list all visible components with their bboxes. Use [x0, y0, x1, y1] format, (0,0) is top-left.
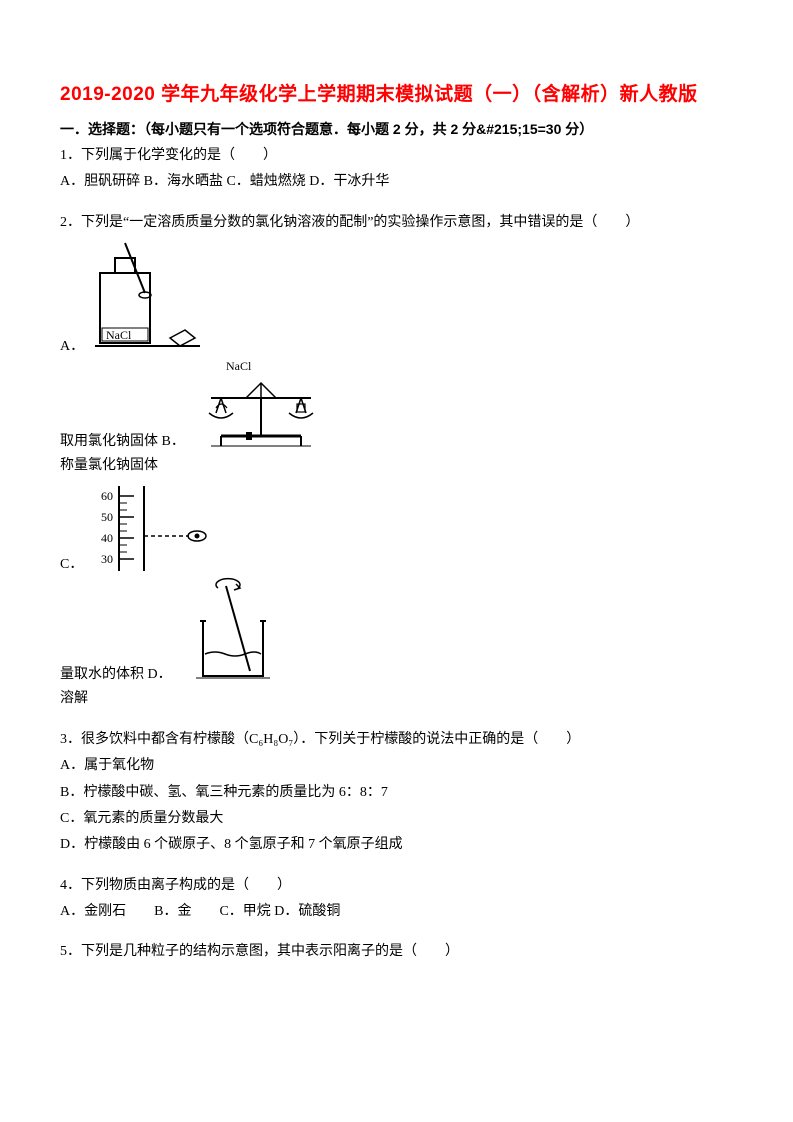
- question-2-figure-a-row: A． NaCl: [60, 238, 733, 358]
- question-2-figure-d-row: 量取水的体积 D．: [60, 576, 733, 686]
- bottle-label: NaCl: [106, 328, 132, 342]
- question-2-caption-a-line2: 称量氯化钠固体: [60, 455, 733, 477]
- cylinder-mark-50: 50: [101, 510, 113, 524]
- cylinder-mark-40: 40: [101, 531, 113, 545]
- cylinder-mark-60: 60: [101, 489, 113, 503]
- bottle-icon: NaCl: [90, 238, 220, 358]
- question-3-opt-c: C．氧元素的质量分数最大: [60, 808, 733, 830]
- question-5: 5．下列是几种粒子的结构示意图，其中表示阳离子的是（ ）: [60, 941, 733, 963]
- question-3-opt-d: D．柠檬酸由 6 个碳原子、8 个氢原子和 7 个氧原子组成: [60, 834, 733, 856]
- balance-icon: NaCl: [191, 358, 331, 453]
- cylinder-mark-30: 30: [101, 552, 113, 566]
- question-4: 4．下列物质由离子构成的是（ ） A．金刚石 B．金 C．甲烷 D．硫酸铜: [60, 875, 733, 924]
- section-1-header: 一．选择题：（每小题只有一个选项符合题意．每小题 2 分，共 2 分&#215;…: [60, 118, 733, 140]
- question-5-stem: 5．下列是几种粒子的结构示意图，其中表示阳离子的是（ ）: [60, 941, 733, 963]
- question-2-figure-b: NaCl: [191, 358, 331, 453]
- question-2-figure-a: NaCl: [90, 238, 220, 358]
- question-2-label-c: C．: [60, 554, 83, 576]
- question-4-options: A．金刚石 B．金 C．甲烷 D．硫酸铜: [60, 901, 733, 923]
- question-1-options: A．胆矾研碎 B．海水晒盐 C．蜡烛燃烧 D．干冰升华: [60, 171, 733, 193]
- question-1: 1．下列属于化学变化的是（ ） A．胆矾研碎 B．海水晒盐 C．蜡烛燃烧 D．干…: [60, 145, 733, 194]
- balance-label: NaCl: [226, 359, 252, 373]
- cylinder-icon: 60 50 40 30: [89, 481, 219, 576]
- question-3: 3．很多饮料中都含有柠檬酸（C₆H₈O₇）．下列关于柠檬酸的说法中正确的是（ ）…: [60, 729, 733, 857]
- question-2: 2．下列是“一定溶质质量分数的氯化钠溶液的配制”的实验操作示意图，其中错误的是（…: [60, 212, 733, 711]
- question-2-figure-b-row: 取用氯化钠固体 B． NaCl: [60, 358, 733, 453]
- question-2-stem: 2．下列是“一定溶质质量分数的氯化钠溶液的配制”的实验操作示意图，其中错误的是（…: [60, 212, 733, 234]
- question-4-stem: 4．下列物质由离子构成的是（ ）: [60, 875, 733, 897]
- question-3-stem: 3．很多饮料中都含有柠檬酸（C₆H₈O₇）．下列关于柠檬酸的说法中正确的是（ ）: [60, 729, 733, 751]
- question-2-label-a: A．: [60, 336, 84, 358]
- question-2-figure-c-row: C． 60: [60, 481, 733, 576]
- beaker-icon: [178, 576, 288, 686]
- question-2-caption-a-line1: 取用氯化钠固体 B．: [60, 431, 185, 453]
- question-3-opt-b: B．柠檬酸中碳、氢、氧三种元素的质量比为 6：8：7: [60, 782, 733, 804]
- question-2-figure-d: [178, 576, 288, 686]
- question-2-caption-c-line1: 量取水的体积 D．: [60, 664, 172, 686]
- question-2-figure-c: 60 50 40 30: [89, 481, 219, 576]
- question-2-caption-c-line2: 溶解: [60, 688, 733, 710]
- question-1-stem: 1．下列属于化学变化的是（ ）: [60, 145, 733, 167]
- question-3-opt-a: A．属于氧化物: [60, 755, 733, 777]
- page-root: 2019-2020 学年九年级化学上学期期末模拟试题（一）（含解析）新人教版 一…: [0, 0, 793, 1022]
- exam-title: 2019-2020 学年九年级化学上学期期末模拟试题（一）（含解析）新人教版: [60, 80, 733, 110]
